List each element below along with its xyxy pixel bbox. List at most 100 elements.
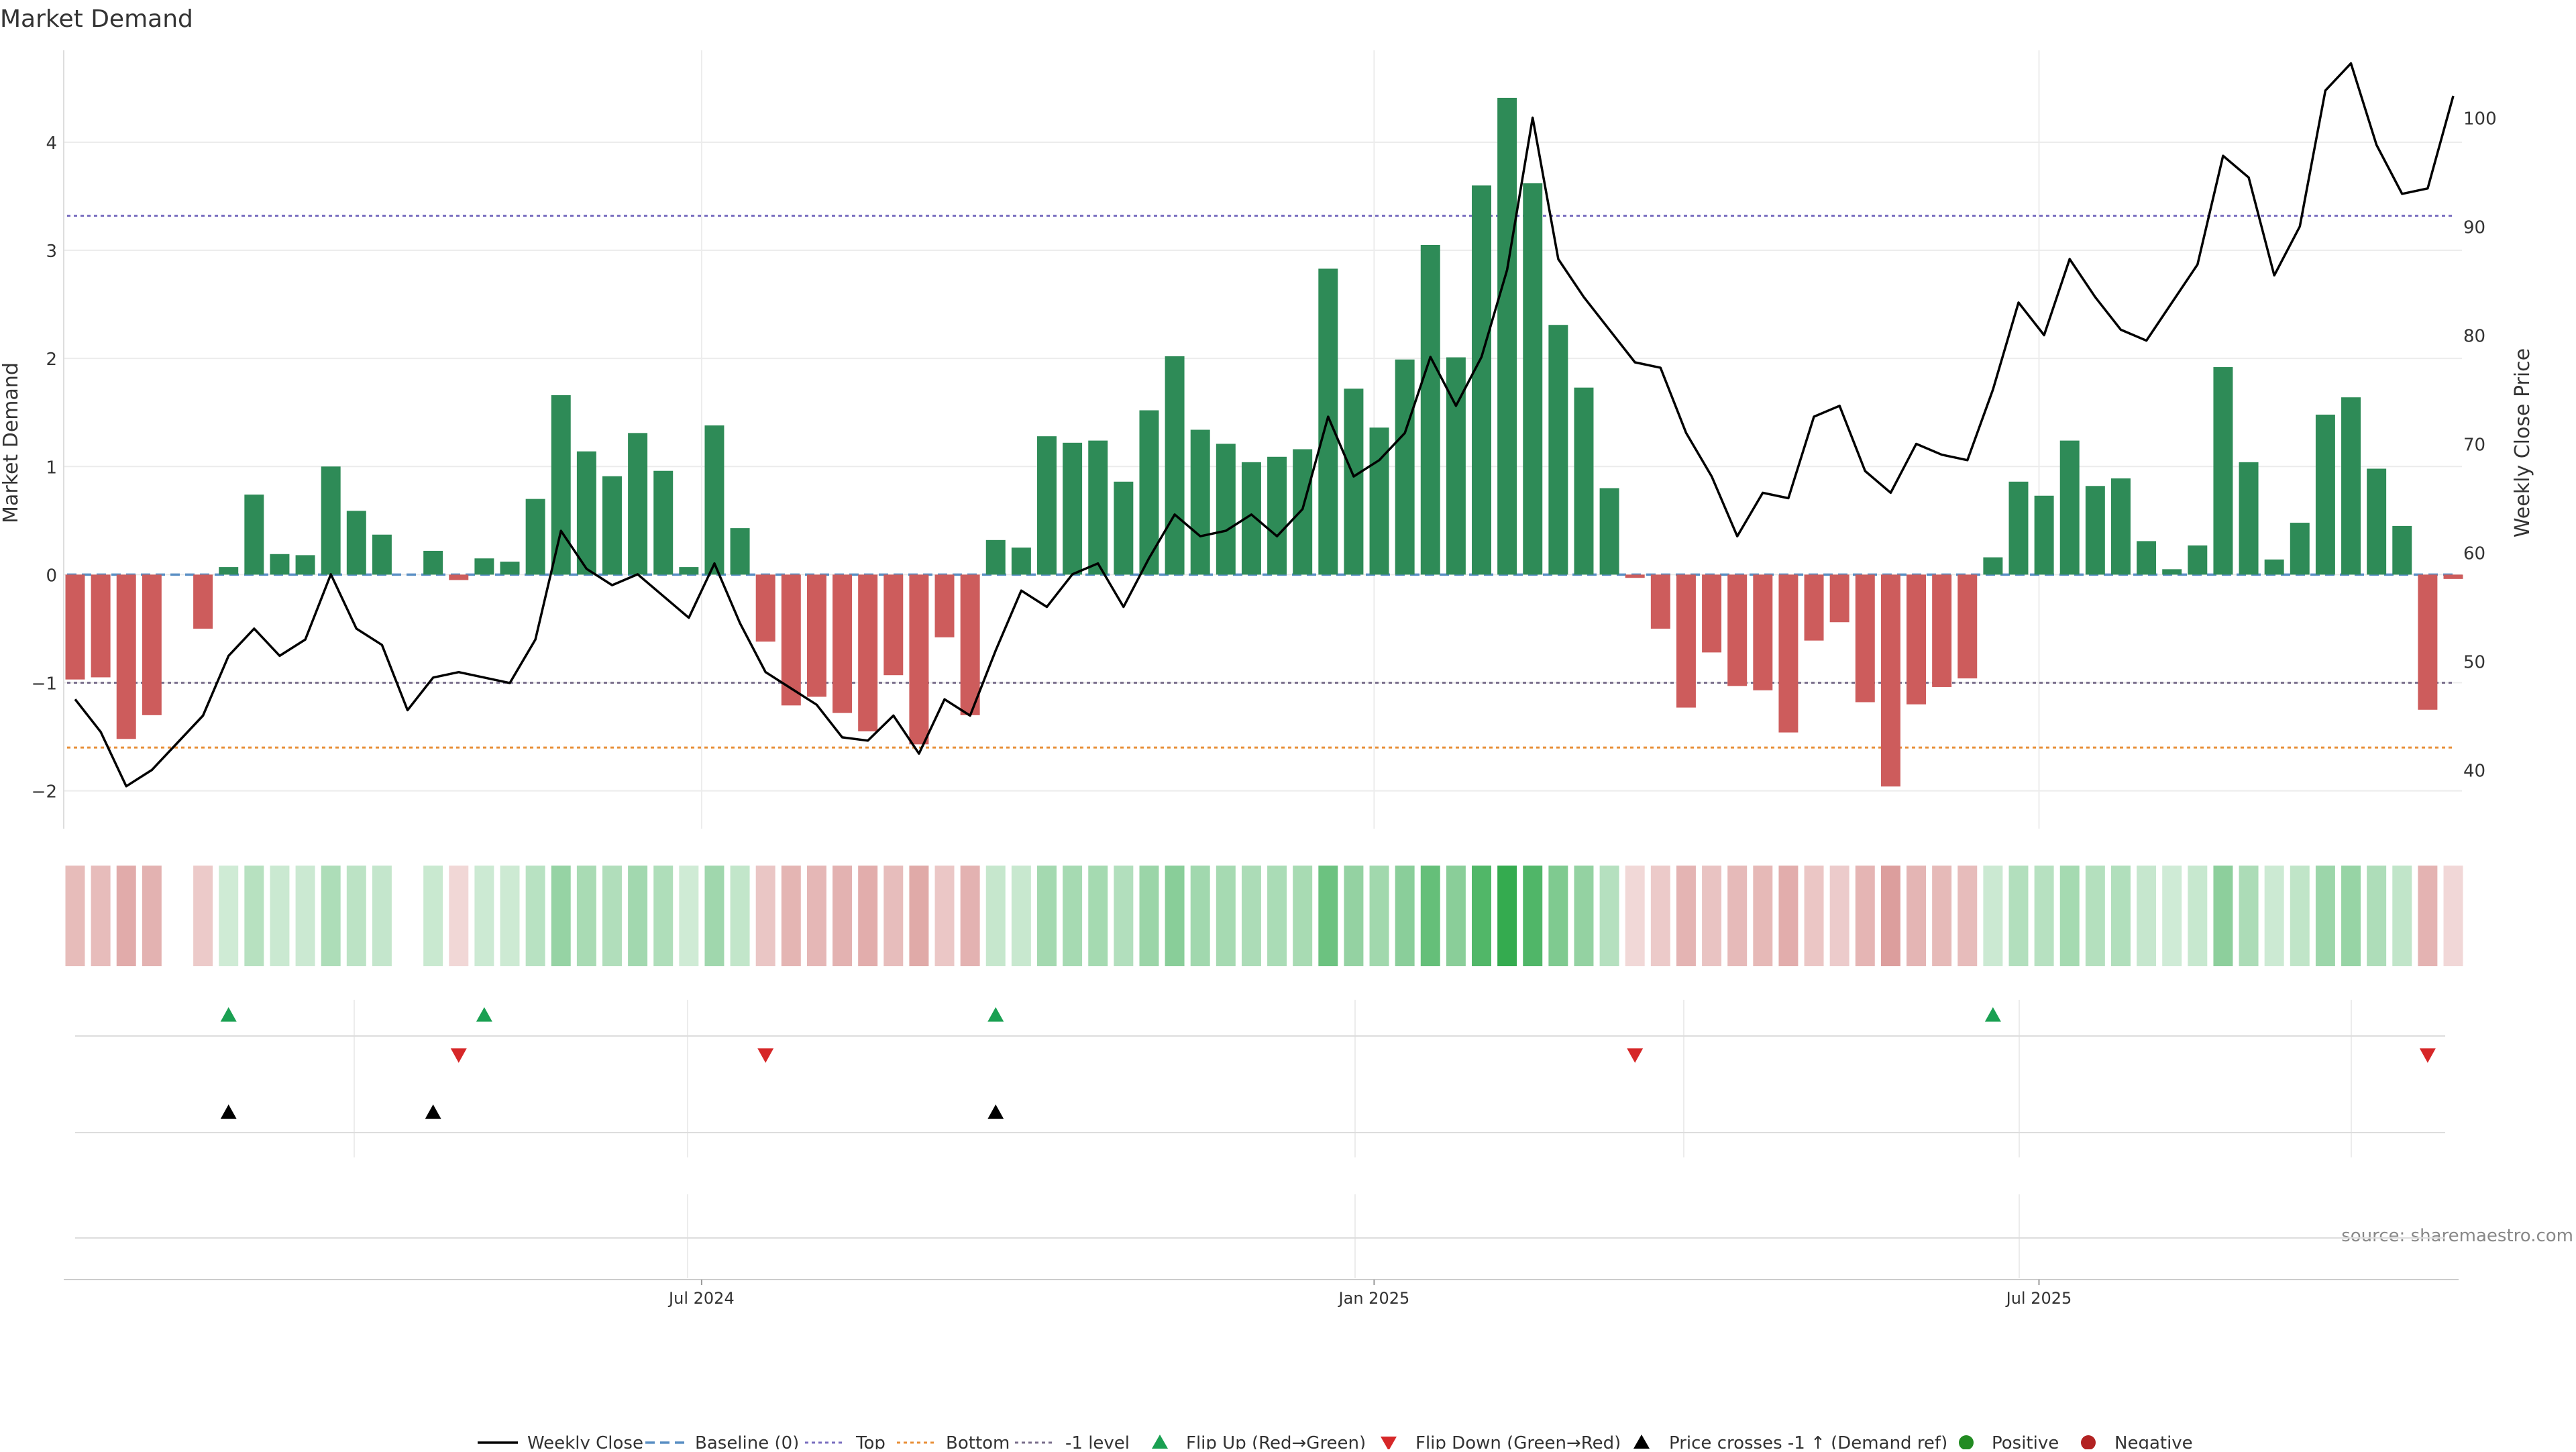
heat-cell bbox=[1165, 866, 1185, 966]
demand-bar bbox=[960, 574, 980, 715]
legend-swatch-triangle-down bbox=[1381, 1437, 1397, 1451]
heat-cell bbox=[960, 866, 980, 966]
heat-cell bbox=[295, 866, 315, 966]
heat-cell bbox=[1344, 866, 1364, 966]
demand-bar bbox=[1165, 356, 1185, 575]
flip-down-marker bbox=[450, 1048, 467, 1063]
y-left-tick-label: 2 bbox=[46, 350, 57, 370]
heat-cell bbox=[679, 866, 699, 966]
heat-cell bbox=[321, 866, 341, 966]
x-tick-label: Jan 2025 bbox=[1338, 1289, 1410, 1308]
demand-bar bbox=[1420, 245, 1440, 575]
demand-bar bbox=[295, 555, 315, 575]
heat-cell bbox=[2443, 866, 2463, 966]
heat-cell bbox=[883, 866, 904, 966]
demand-bar bbox=[1446, 357, 1466, 575]
heat-cell bbox=[1114, 866, 1134, 966]
heat-cell bbox=[65, 866, 85, 966]
heat-cell bbox=[449, 866, 469, 966]
heat-cell bbox=[628, 866, 648, 966]
legend-label: Top bbox=[855, 1433, 885, 1449]
demand-bar bbox=[1037, 436, 1057, 575]
demand-bar bbox=[321, 466, 341, 575]
heat-cell bbox=[576, 866, 596, 966]
axis-ticks: −2 −1 0 1 2 3 4 40 50 60 70 80 90 100 bbox=[32, 109, 2497, 802]
source-label: source: sharemaestro.com bbox=[2341, 1226, 2573, 1246]
heat-cell bbox=[2059, 866, 2080, 966]
demand-bar bbox=[704, 425, 724, 575]
demand-bar bbox=[1804, 574, 1824, 641]
demand-bar bbox=[500, 562, 520, 575]
y-left-tick-label: 3 bbox=[46, 242, 57, 262]
heat-cell bbox=[1216, 866, 1236, 966]
demand-bar bbox=[1472, 185, 1491, 575]
heat-cell bbox=[500, 866, 520, 966]
demand-bar bbox=[1114, 481, 1134, 575]
y-right-tick-label: 90 bbox=[2463, 217, 2485, 238]
demand-bar bbox=[1599, 488, 1619, 575]
heat-cell bbox=[2290, 866, 2310, 966]
legend-label: Flip Down (Green→Red) bbox=[1415, 1433, 1621, 1449]
flip-up-marker bbox=[476, 1007, 492, 1022]
heat-cell bbox=[1318, 866, 1338, 966]
demand-bar bbox=[628, 433, 648, 575]
heat-cell bbox=[2341, 866, 2361, 966]
demand-bar bbox=[755, 574, 775, 642]
heat-cell bbox=[653, 866, 674, 966]
demand-bar bbox=[2264, 559, 2284, 575]
demand-bar bbox=[2137, 541, 2157, 575]
y-left-tick-label: 1 bbox=[46, 458, 57, 478]
demand-bar bbox=[116, 574, 136, 739]
heat-cell bbox=[116, 866, 136, 966]
demand-bar bbox=[449, 574, 469, 580]
demand-bar bbox=[2213, 367, 2233, 575]
heat-cell bbox=[1395, 866, 1415, 966]
demand-bar bbox=[1932, 574, 1952, 687]
heat-cell bbox=[2008, 866, 2029, 966]
legend-swatch-triangle-up bbox=[1633, 1435, 1650, 1449]
weekly-close-line bbox=[74, 62, 2455, 788]
legend-label: Bottom bbox=[946, 1433, 1010, 1449]
heat-cell bbox=[1957, 866, 1978, 966]
heat-cell bbox=[2392, 866, 2412, 966]
demand-bar bbox=[2008, 481, 2029, 575]
demand-bar bbox=[1369, 427, 1389, 575]
demand-bar bbox=[1088, 440, 1108, 575]
y-right-tick-label: 100 bbox=[2463, 109, 2497, 129]
demand-bar bbox=[423, 550, 443, 575]
demand-bar bbox=[2418, 574, 2438, 710]
event-markers bbox=[220, 1007, 2436, 1119]
legend-label: Flip Up (Red→Green) bbox=[1186, 1433, 1366, 1449]
heat-cell bbox=[270, 866, 290, 966]
heat-cell bbox=[934, 866, 955, 966]
heat-cell bbox=[833, 866, 853, 966]
heat-cell bbox=[193, 866, 213, 966]
demand-bar bbox=[1216, 444, 1236, 575]
heat-cell bbox=[1983, 866, 2003, 966]
heat-cell bbox=[806, 866, 826, 966]
heat-cell bbox=[372, 866, 392, 966]
demand-bar bbox=[551, 395, 571, 575]
demand-bar bbox=[909, 574, 929, 745]
demand-bar bbox=[2443, 574, 2463, 579]
heat-cell bbox=[1625, 866, 1645, 966]
demand-bar bbox=[883, 574, 904, 676]
chart-title: Market Demand bbox=[0, 5, 193, 33]
price-cross-marker bbox=[425, 1104, 441, 1119]
demand-bar bbox=[219, 567, 239, 575]
flip-down-marker bbox=[1627, 1048, 1644, 1063]
demand-bar bbox=[1880, 574, 1900, 787]
y-left-tick-label: −2 bbox=[32, 782, 57, 802]
demand-bar bbox=[1753, 574, 1773, 690]
heat-cell bbox=[2418, 866, 2438, 966]
demand-bar bbox=[730, 528, 750, 575]
heat-cell bbox=[1932, 866, 1952, 966]
demand-bar bbox=[1395, 359, 1415, 575]
heat-cell bbox=[2034, 866, 2054, 966]
demand-bar bbox=[1829, 574, 1849, 623]
reference-lines bbox=[67, 215, 2455, 749]
demand-bar bbox=[781, 574, 801, 706]
y-right-tick-label: 40 bbox=[2463, 762, 2485, 782]
heat-cell bbox=[1727, 866, 1748, 966]
flip-down-marker bbox=[2419, 1048, 2436, 1063]
